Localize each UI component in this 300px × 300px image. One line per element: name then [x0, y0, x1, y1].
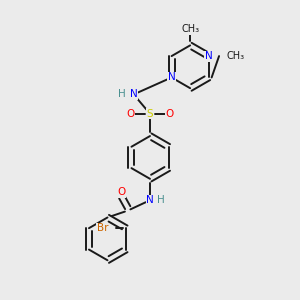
Text: O: O — [127, 109, 135, 119]
Text: CH₃: CH₃ — [181, 24, 199, 34]
Text: O: O — [118, 187, 126, 197]
Text: S: S — [147, 109, 153, 119]
Text: CH₃: CH₃ — [226, 51, 244, 61]
Text: O: O — [165, 109, 173, 119]
Text: H: H — [118, 89, 126, 99]
Text: N: N — [146, 195, 154, 205]
Text: N: N — [168, 73, 176, 82]
Text: N: N — [130, 89, 137, 99]
Text: N: N — [205, 51, 212, 61]
Text: H: H — [158, 195, 165, 205]
Text: Br: Br — [97, 223, 108, 233]
